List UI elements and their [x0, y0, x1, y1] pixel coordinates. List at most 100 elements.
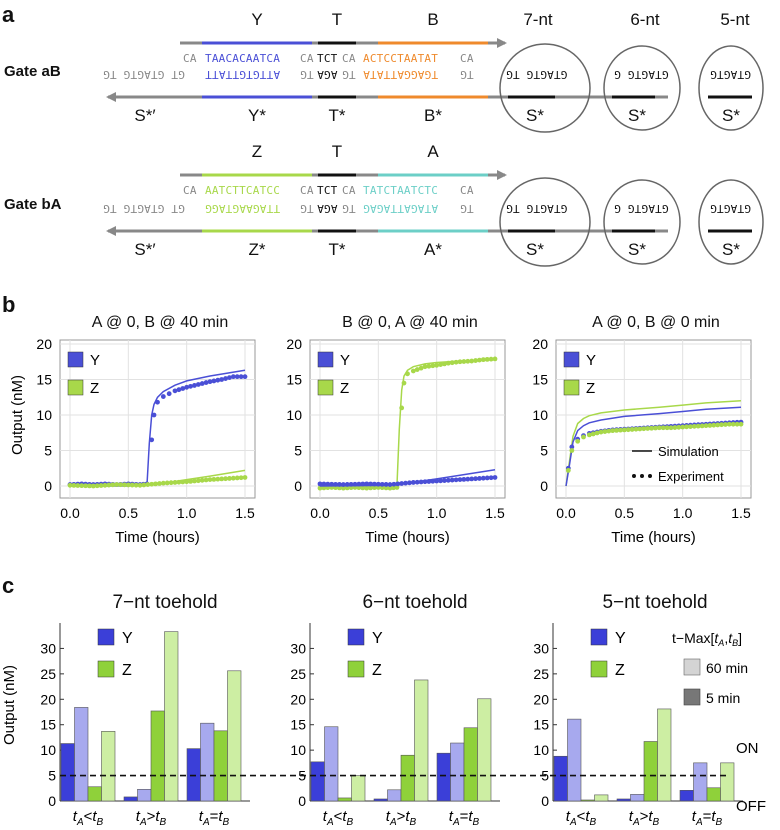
z-experiment-point	[618, 427, 623, 433]
barchart1-title: 7−nt toehold	[112, 592, 218, 613]
barchart2-title: 6−nt toehold	[362, 592, 468, 613]
gate-ba-toehold-7nt: GTAGTG TG	[506, 202, 568, 215]
bar-y-60-min	[387, 789, 402, 802]
z-experiment-point	[215, 476, 221, 482]
z-experiment-point	[711, 422, 717, 428]
bar-legend-swatch-z	[97, 660, 115, 678]
z-experiment-point	[149, 481, 155, 487]
z-experiment-point	[492, 356, 498, 362]
plot-frame	[555, 339, 752, 499]
plot1-title: A @ 0, B @ 40 min	[91, 314, 229, 331]
y-tick-label: 20	[532, 336, 548, 352]
z-experiment-point	[484, 356, 490, 362]
y-experiment-point	[422, 479, 428, 485]
gate-ab-bseq-tg2: TG	[342, 68, 356, 81]
y-experiment-point	[372, 481, 377, 487]
bar-y-tick-label: 10	[40, 742, 56, 758]
z-experiment-point	[337, 485, 342, 491]
gate-ab-seq-d2: ACTCCTAATAT	[363, 52, 439, 65]
z-experiment-point	[145, 482, 151, 487]
bar-y-60-min	[324, 726, 339, 802]
z-experiment-point	[372, 485, 377, 491]
legend-label-y: Y	[90, 352, 100, 369]
x-axis-label: Time (hours)	[611, 529, 695, 546]
legend-label-y: Y	[340, 352, 350, 369]
bar-legend-swatch-z	[590, 660, 608, 678]
gate-ba-seq-ca3: CA	[342, 184, 356, 197]
legend-dot-experiment	[648, 474, 652, 478]
legend-label-experiment: Experiment	[658, 469, 724, 484]
x-tick-label: 1.5	[485, 505, 505, 521]
gate-ba-bseq-d1: TTAGAAGTAGG	[205, 202, 281, 215]
bar-legend-label-y: Y	[122, 630, 133, 647]
z-experiment-point	[449, 360, 455, 366]
bar-z-5-min	[400, 754, 415, 802]
y-tick-label: 10	[532, 407, 548, 423]
z-experiment-point	[79, 483, 85, 489]
z-experiment-point	[157, 481, 162, 486]
y-experiment-point	[430, 478, 436, 484]
z-experiment-point	[203, 477, 209, 483]
y-experiment-point	[469, 476, 475, 482]
gate-ab-bottom-domain-y: Y*	[248, 106, 266, 125]
z-experiment-point	[184, 479, 190, 485]
bar-category-label: tA>tB	[136, 808, 167, 828]
gate-ba-bseq-d2: ATAGATTAGAG	[363, 202, 439, 215]
y-experiment-point	[160, 394, 166, 399]
z-experiment-point	[379, 485, 385, 491]
z-experiment-point	[368, 485, 373, 491]
gate-ba-bseq-tg3: TG	[460, 202, 474, 215]
legend-dot-experiment	[632, 474, 636, 478]
gate-ba-top-domain-z: Z	[251, 142, 263, 161]
gate-ba-6nt-circle	[603, 179, 681, 265]
z-experiment-point	[71, 483, 77, 488]
z-experiment-point	[192, 478, 197, 484]
z-experiment-point	[668, 425, 674, 431]
bar-y-tick-label: 30	[533, 640, 549, 656]
y-experiment-point	[453, 477, 459, 483]
y-experiment-point	[442, 478, 447, 483]
bar-legend-label-z: Z	[615, 662, 625, 679]
bar-y-tick-label: 15	[533, 717, 549, 733]
bar-category-label: tA>tB	[386, 808, 417, 828]
z-experiment-point	[730, 421, 736, 427]
z-experiment-point	[645, 426, 651, 431]
on-label: ON	[736, 740, 759, 757]
gate-ba-bseq-left: GT GTAGTG TG	[103, 202, 185, 215]
z-experiment-point	[383, 485, 389, 491]
z-experiment-point	[594, 430, 600, 436]
z-experiment-point	[176, 479, 182, 485]
bar-z-60-min	[720, 762, 735, 802]
gate-ab-top-domain-t: T	[331, 10, 343, 29]
y-experiment-point	[484, 475, 490, 481]
z-experiment-point	[586, 432, 592, 438]
y-experiment-point	[325, 481, 331, 487]
y-experiment-point	[172, 388, 178, 394]
toehold-header-6nt: 6-nt	[630, 10, 660, 29]
bar-z-60-min	[227, 670, 242, 802]
z-experiment-point	[94, 483, 100, 489]
bar-y-tick-label: 5	[48, 768, 56, 784]
bar-y-tick-label: 15	[290, 717, 306, 733]
y-experiment-point	[368, 481, 373, 487]
time-legend-swatch-5	[683, 688, 701, 706]
z-experiment-point	[168, 480, 174, 486]
y-experiment-point	[383, 482, 389, 487]
y-experiment-point	[188, 383, 193, 389]
z-experiment-point	[133, 482, 139, 488]
legend-label-z: Z	[90, 380, 99, 397]
bar-y-5-min	[310, 761, 325, 802]
gate-ba-seq-d2: TATCTAATCTC	[363, 184, 439, 197]
legend-swatch-y	[67, 351, 84, 368]
y-experiment-point	[477, 476, 482, 481]
bar-y-60-min	[137, 789, 152, 802]
x-tick-label: 0.0	[556, 505, 576, 521]
gate-ab-seq-ca1: CA	[183, 52, 197, 65]
x-tick-label: 1.0	[427, 505, 447, 521]
gate-ab-seq-t: TCT	[317, 52, 338, 65]
legend-swatch-z	[67, 379, 84, 396]
bar-category-label: tA<tB	[73, 808, 104, 828]
z-experiment-point	[672, 425, 678, 430]
